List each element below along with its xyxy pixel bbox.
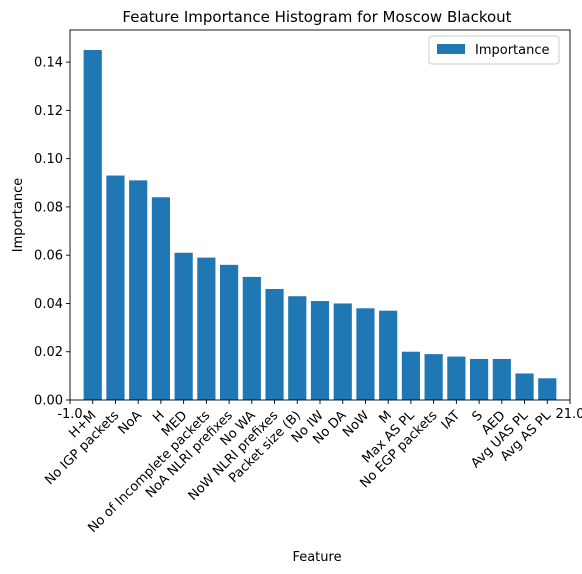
x-tick-label: NoA: [116, 408, 145, 437]
y-tick-label: 0.08: [34, 200, 63, 215]
bar: [538, 378, 557, 400]
bar: [492, 358, 511, 400]
bar: [83, 50, 102, 400]
x-axis-label: Feature: [292, 550, 341, 565]
bar: [447, 356, 466, 400]
bar: [379, 310, 398, 400]
bar: [288, 296, 307, 400]
x-tick-label: IAT: [439, 408, 464, 433]
y-tick-label: 0.06: [34, 249, 63, 264]
x-tick-label: 21.0: [556, 407, 582, 422]
legend-label: Importance: [475, 43, 550, 58]
bar: [265, 288, 284, 400]
y-tick-label: 0.10: [34, 152, 63, 167]
y-tick-label: 0.02: [34, 345, 63, 360]
bar: [106, 175, 125, 400]
bar: [515, 373, 534, 400]
y-tick-label: 0.14: [34, 56, 63, 71]
y-tick-label: 0.12: [34, 104, 63, 119]
bar: [401, 351, 420, 400]
bar: [470, 358, 489, 400]
x-tick-label: -1.0: [57, 407, 82, 422]
bar: [197, 257, 216, 400]
bar: [310, 301, 330, 400]
bar: [356, 308, 375, 400]
y-tick-label: 0.04: [34, 297, 63, 312]
bar: [129, 180, 148, 400]
bar: [220, 264, 239, 400]
plot-area: 0.000.020.040.060.080.100.120.14H+MNo IG…: [34, 29, 582, 536]
bar: [333, 303, 352, 400]
y-tick-label: 0.00: [34, 394, 63, 409]
bar: [174, 252, 193, 400]
legend-swatch: [437, 44, 465, 54]
bar: [242, 276, 261, 400]
legend-frame: [428, 35, 560, 65]
legend: Importance: [428, 35, 560, 65]
bar: [151, 197, 170, 400]
x-tick-label: NoW: [340, 408, 372, 440]
chart-title: Feature Importance Histogram for Moscow …: [122, 8, 511, 26]
y-axis-label: Importance: [11, 178, 26, 253]
bar: [424, 354, 443, 400]
